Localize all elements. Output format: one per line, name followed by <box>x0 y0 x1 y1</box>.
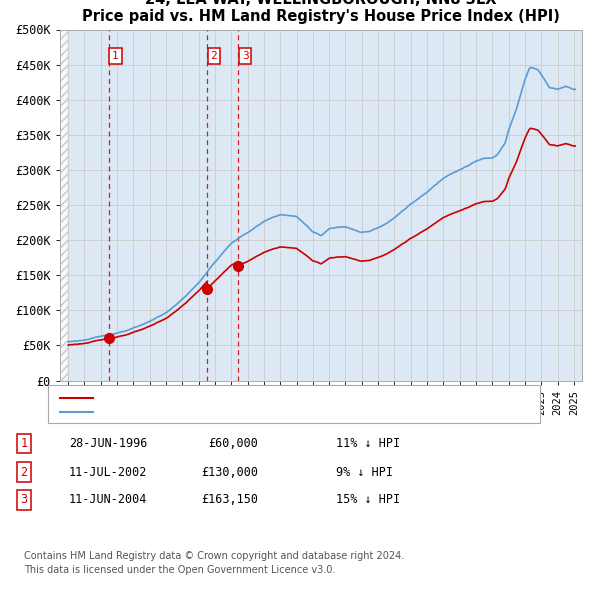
Text: Contains HM Land Registry data © Crown copyright and database right 2024.
This d: Contains HM Land Registry data © Crown c… <box>24 551 404 575</box>
Title: 24, LEA WAY, WELLINGBOROUGH, NN8 3LX
Price paid vs. HM Land Registry's House Pri: 24, LEA WAY, WELLINGBOROUGH, NN8 3LX Pri… <box>82 0 560 24</box>
Text: 28-JUN-1996: 28-JUN-1996 <box>69 437 148 450</box>
Text: 3: 3 <box>242 51 248 61</box>
Text: £163,150: £163,150 <box>201 493 258 506</box>
Text: 3: 3 <box>20 493 28 506</box>
Text: 11% ↓ HPI: 11% ↓ HPI <box>336 437 400 450</box>
Text: 2: 2 <box>20 466 28 478</box>
Text: 1: 1 <box>112 51 119 61</box>
Text: £60,000: £60,000 <box>208 437 258 450</box>
Text: £130,000: £130,000 <box>201 466 258 478</box>
Text: 15% ↓ HPI: 15% ↓ HPI <box>336 493 400 506</box>
Text: HPI: Average price, detached house, North Northamptonshire: HPI: Average price, detached house, Nort… <box>96 407 473 417</box>
Text: 24, LEA WAY, WELLINGBOROUGH, NN8 3LX (detached house): 24, LEA WAY, WELLINGBOROUGH, NN8 3LX (de… <box>96 393 440 402</box>
Text: 1: 1 <box>20 437 28 450</box>
Text: 2: 2 <box>211 51 217 61</box>
Text: 11-JUN-2004: 11-JUN-2004 <box>69 493 148 506</box>
Text: 9% ↓ HPI: 9% ↓ HPI <box>336 466 393 478</box>
Text: 11-JUL-2002: 11-JUL-2002 <box>69 466 148 478</box>
